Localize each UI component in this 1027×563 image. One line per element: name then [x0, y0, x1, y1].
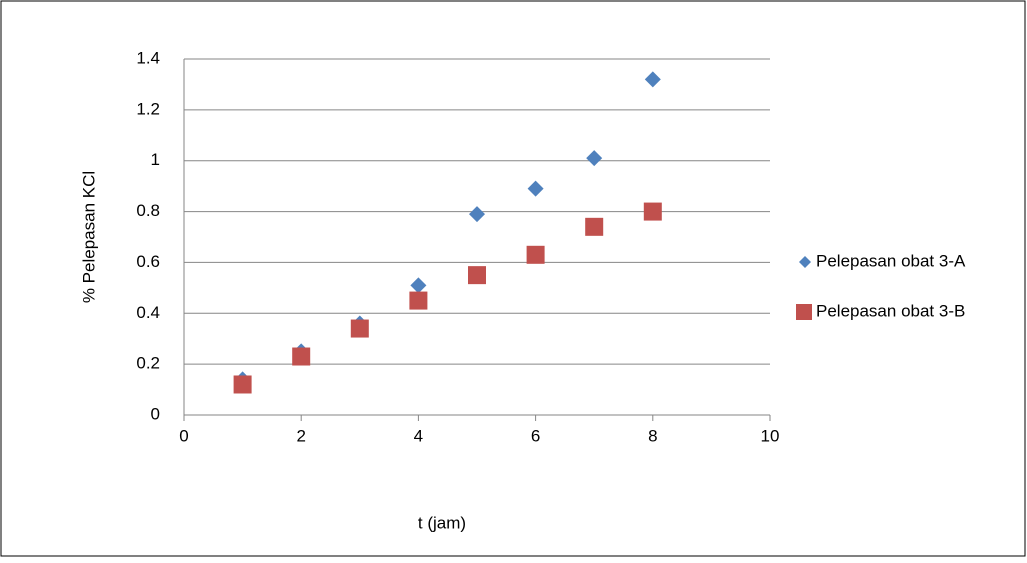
x-axis-title: t (jam) [418, 513, 466, 532]
y-tick-label: 0.8 [136, 201, 160, 220]
y-tick-label: 0.2 [136, 354, 160, 373]
legend-marker [796, 304, 812, 320]
data-point [468, 266, 486, 284]
x-tick-label: 4 [414, 426, 423, 445]
x-tick-label: 10 [761, 426, 780, 445]
data-point [527, 246, 545, 264]
y-tick-label: 1.4 [136, 48, 160, 67]
data-point [409, 292, 427, 310]
chart: t (jam) % Pelepasan KCl 0 0.2 0.4 0.6 0.8 1 1.… [0, 0, 1027, 558]
x-tick-label: 2 [296, 426, 305, 445]
y-tick-label: 0 [151, 404, 160, 423]
data-point [644, 203, 662, 221]
y-tick-label: 1.2 [136, 99, 160, 118]
legend-label: Pelepasan obat 3-A [816, 251, 966, 270]
x-tick-label: 6 [531, 426, 540, 445]
data-point [292, 348, 310, 366]
y-tick-label: 1 [151, 150, 160, 169]
y-axis-title: % Pelepasan KCl [79, 171, 98, 303]
y-tick-label: 0.6 [136, 252, 160, 271]
legend-label: Pelepasan obat 3-B [816, 301, 965, 320]
data-point [234, 375, 252, 393]
y-tick-label: 0.4 [136, 303, 160, 322]
chart-border [1, 1, 1025, 556]
x-tick-label: 0 [179, 426, 188, 445]
page: {"chart_data": {"type": "scatter", "x_la… [0, 0, 1027, 563]
data-point [351, 320, 369, 338]
x-tick-label: 8 [648, 426, 657, 445]
data-point [585, 218, 603, 236]
